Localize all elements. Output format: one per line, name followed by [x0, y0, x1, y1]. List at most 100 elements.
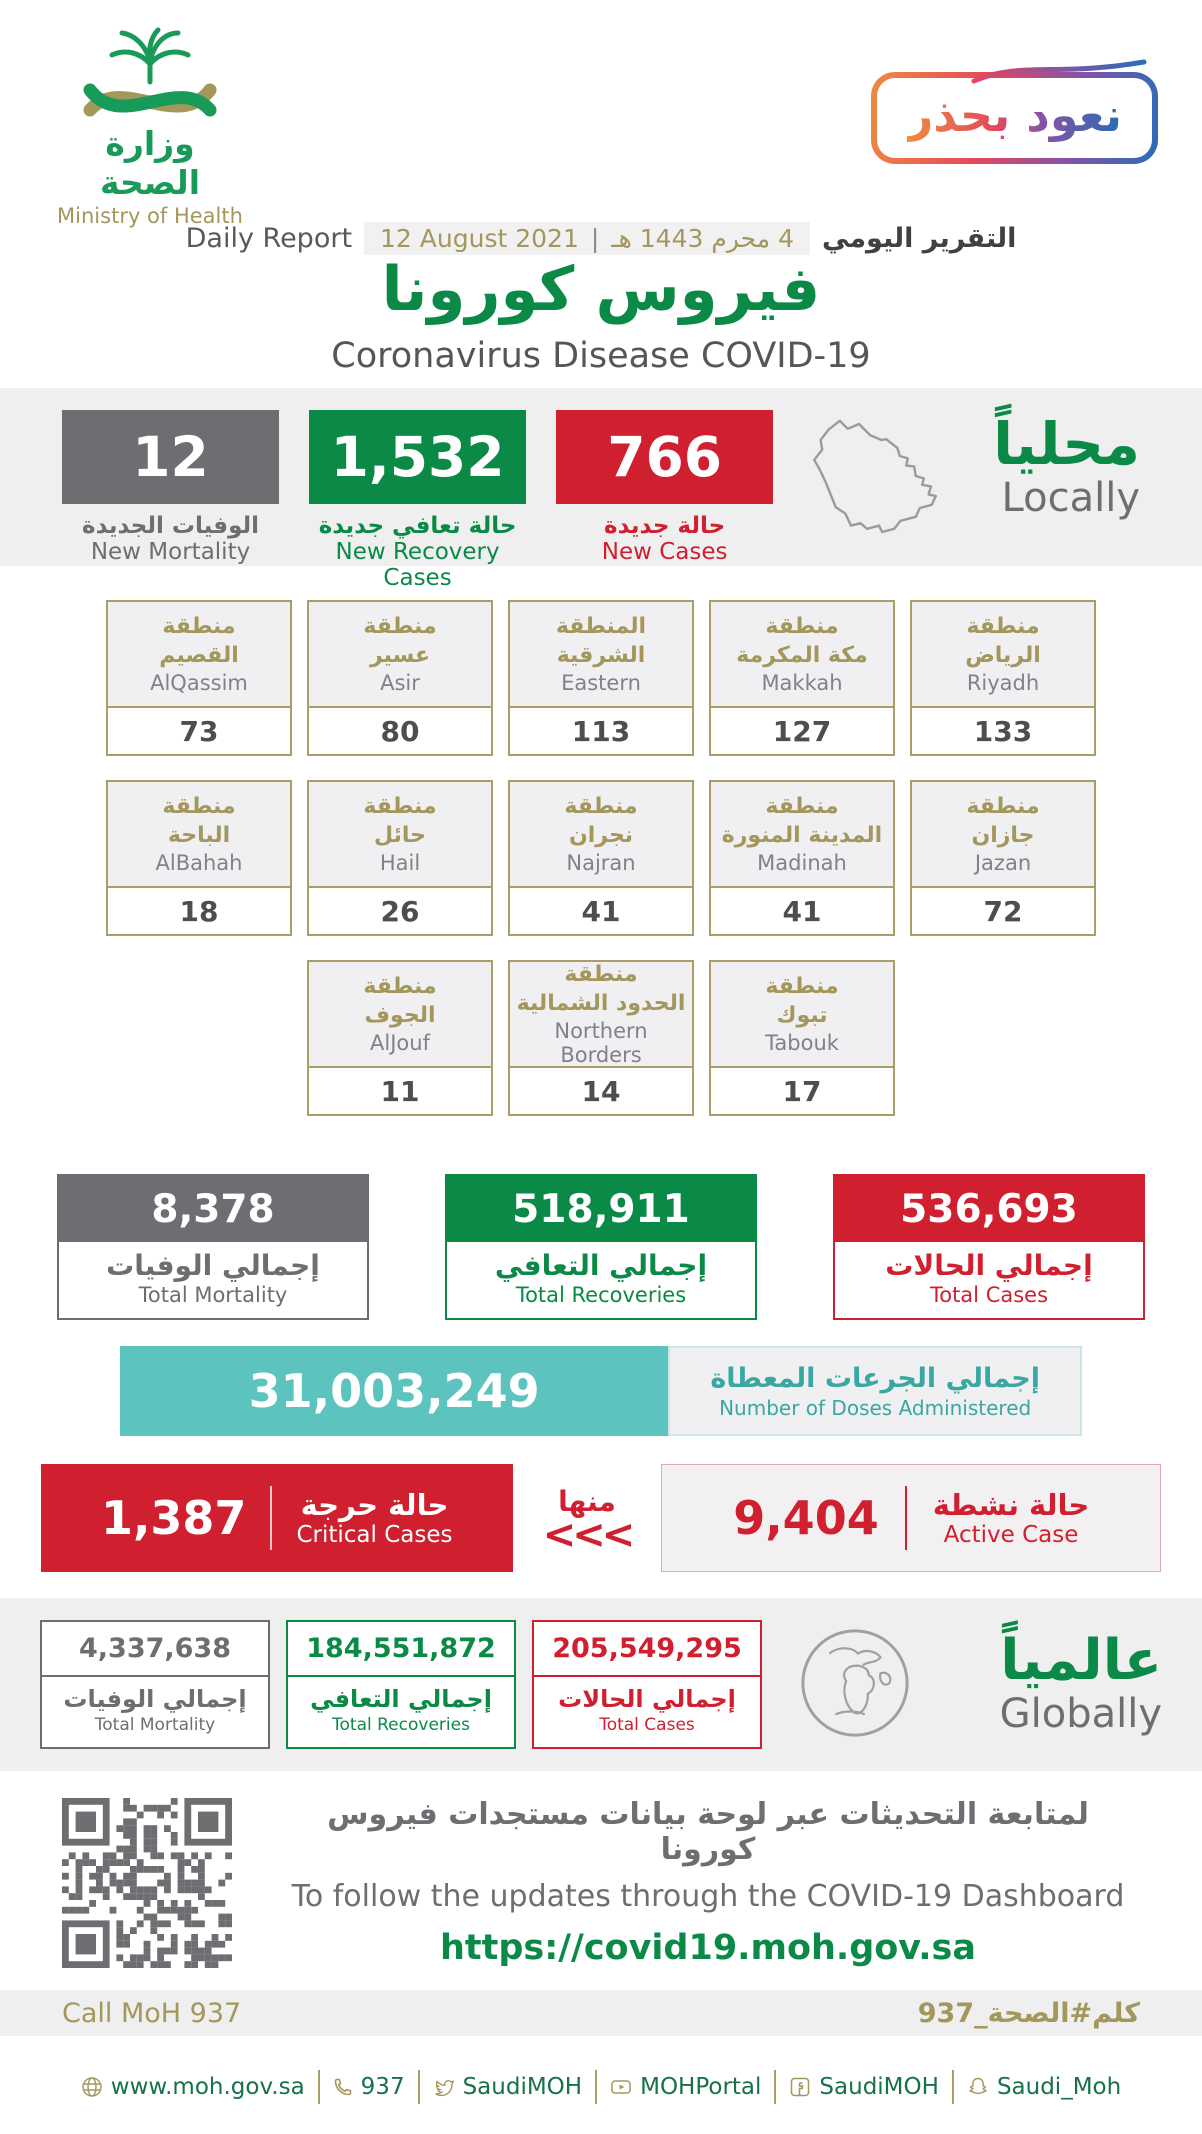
doses-labels: إجمالي الجرعات المعطاة Number of Doses A… [668, 1346, 1082, 1436]
global-cases-value: 205,549,295 [534, 1622, 760, 1677]
link-twitter[interactable]: SaudiMOH [420, 2074, 596, 2100]
return-with-caution-badge: نعود بحذر [870, 59, 1158, 164]
link-phone[interactable]: 937 [320, 2074, 418, 2100]
region-ar-2: نجران [568, 822, 634, 848]
divider [904, 1486, 907, 1550]
region-card-najran: منطقة نجران Najran 41 [508, 780, 694, 936]
region-ar-1: منطقة [363, 613, 437, 639]
region-card-northern-borders: منطقة الحدود الشمالية Northern Borders 14 [508, 960, 694, 1116]
globally-heading-ar: عالمياً [1000, 1628, 1162, 1694]
region-ar-2: تبوك [776, 1002, 828, 1028]
global-mortality-label-en: Total Mortality [94, 1715, 216, 1735]
region-card-jazan: منطقة جازان Jazan 72 [910, 780, 1096, 936]
moh-logo: وزارة الصحة Ministry of Health [50, 22, 250, 228]
link-text: www.moh.gov.sa [110, 2074, 305, 2100]
new-mortality-label-ar: الوفيات الجديدة [82, 513, 260, 539]
region-ar-1: منطقة [363, 793, 437, 819]
regions-grid: منطقة القصيم AlQassim 73 منطقة عسير Asir 80 … [0, 566, 1202, 1168]
badge-swoosh-icon [971, 59, 1147, 84]
link-snapchat[interactable]: Saudi_Moh [954, 2074, 1134, 2100]
global-cases-label-en: Total Cases [599, 1715, 695, 1735]
region-card-makkah: منطقة مكة المكرمة Makkah 127 [709, 600, 895, 756]
twitter-icon [434, 2080, 454, 2097]
page-title-ar: فيروس كورونا [381, 254, 821, 325]
moh-logo-icon [83, 27, 217, 117]
region-card-riyadh: منطقة الرياض Riyadh 133 [910, 600, 1096, 756]
region-ar-1: المنطقة [555, 613, 647, 639]
region-value: 41 [581, 894, 621, 928]
link-youtube[interactable]: MOHPortal [597, 2074, 774, 2100]
dashboard-url-link[interactable]: https://covid19.moh.gov.sa [439, 1928, 977, 1968]
region-en: Northern Borders [554, 1019, 648, 1068]
link-text: MOHPortal [640, 2074, 762, 2100]
region-en: Makkah [761, 671, 843, 696]
total-recoveries-value: 518,911 [447, 1176, 755, 1242]
region-value: 72 [983, 894, 1023, 928]
doses-label-ar: إجمالي الجرعات المعطاة [710, 1362, 1040, 1394]
region-ar-2: الرياض [965, 642, 1041, 668]
critical-active-row: 1,387 حالة حرجة Critical Cases منها <<< … [0, 1458, 1202, 1598]
logo-title-ar: وزارة الصحة [99, 124, 200, 202]
globally-band: 4,337,638 إجمالي الوفيات Total Mortality … [0, 1598, 1202, 1771]
region-card-albahah: منطقة الباحة AlBahah 18 [106, 780, 292, 936]
region-value: 133 [973, 714, 1033, 748]
new-mortality-value: 12 [62, 410, 280, 504]
regions-row-1: منطقة القصيم AlQassim 73 منطقة عسير Asir 80 … [0, 600, 1202, 756]
local-totals-row: 8,378 إجمالي الوفيات Total Mortality 518,… [0, 1168, 1202, 1346]
region-ar-2: جازان [971, 822, 1035, 848]
region-ar-2: القصيم [159, 642, 239, 668]
link-text: SaudiMOH [819, 2074, 939, 2100]
phone-icon [334, 2078, 351, 2096]
region-ar-2: حائل [373, 822, 426, 848]
divider [270, 1486, 273, 1550]
total-cases-label-en: Total Cases [929, 1283, 1049, 1307]
total-mortality-value: 8,378 [59, 1176, 367, 1242]
global-mortality-value: 4,337,638 [42, 1622, 268, 1677]
locally-summary-band: 12 الوفيات الجديدة New Mortality 1,532 ح… [0, 388, 1202, 591]
region-ar-2: المدينة المنورة [721, 822, 883, 848]
region-ar-1: منطقة [966, 793, 1040, 819]
footer-call-band: Call MoH 937 كلم#الصحة_937 [0, 1990, 1202, 2036]
active-case-label-ar: حالة نشطة [932, 1488, 1090, 1522]
region-card-madinah: منطقة المدينة المنورة Madinah 41 [709, 780, 895, 936]
region-en: Jazan [974, 851, 1032, 876]
date-hijri: 4 محرم 1443 هـ [611, 224, 794, 253]
region-ar-1: منطقة [363, 973, 437, 999]
new-recoveries-label-en: New Recovery Cases [335, 539, 500, 591]
total-mortality-label-en: Total Mortality [138, 1283, 288, 1307]
of-which-connector: منها <<< [543, 1485, 636, 1555]
link-website[interactable]: www.moh.gov.sa [68, 2074, 318, 2100]
global-recoveries-label-ar: إجمالي التعافي [310, 1685, 492, 1713]
region-en: Hail [379, 851, 421, 876]
total-cases-card: 536,693 إجمالي الحالات Total Cases [833, 1174, 1145, 1320]
call-moh-label-en: Call MoH 937 [62, 1997, 242, 2029]
link-facebook[interactable]: SaudiMOH [776, 2074, 952, 2100]
total-mortality-card: 8,378 إجمالي الوفيات Total Mortality [57, 1174, 369, 1320]
call-moh-label-ar: كلم#الصحة_937 [917, 1997, 1140, 2029]
region-value: 113 [571, 714, 631, 748]
critical-cases-label-ar: حالة حرجة [300, 1488, 449, 1522]
saudi-map-icon [803, 412, 963, 544]
global-cases-label-ar: إجمالي الحالات [558, 1685, 736, 1713]
region-ar-2: الشرقية [556, 642, 646, 668]
region-en: AlQassim [150, 671, 248, 696]
badge-frame: نعود بحذر [870, 72, 1158, 164]
region-value: 80 [380, 714, 420, 748]
region-ar-1: منطقة [765, 793, 839, 819]
critical-cases-value: 1,387 [100, 1491, 247, 1545]
link-text: SaudiMOH [462, 2074, 583, 2100]
date-separator: | [590, 224, 600, 253]
header: وزارة الصحة Ministry of Health نعود بحذر… [0, 0, 1202, 388]
global-recoveries-card: 184,551,872 إجمالي التعافي Total Recoveri… [286, 1620, 516, 1749]
region-ar-2: مكة المكرمة [736, 642, 868, 668]
global-mortality-label-ar: إجمالي الوفيات [63, 1685, 247, 1713]
daily-report-label-ar: التقرير اليومي [822, 223, 1017, 254]
region-en: Tabouk [765, 1031, 839, 1056]
global-recoveries-label-en: Total Recoveries [332, 1715, 470, 1735]
region-en: Madinah [757, 851, 847, 876]
region-ar-2: الباحة [167, 822, 231, 848]
report-date-line: Daily Report 12 August 2021 | 4 محرم 144… [0, 222, 1202, 255]
regions-row-2: منطقة الباحة AlBahah 18 منطقة حائل Hail 26 م… [0, 780, 1202, 936]
region-card-aljouf: منطقة الجوف AlJouf 11 [307, 960, 493, 1116]
